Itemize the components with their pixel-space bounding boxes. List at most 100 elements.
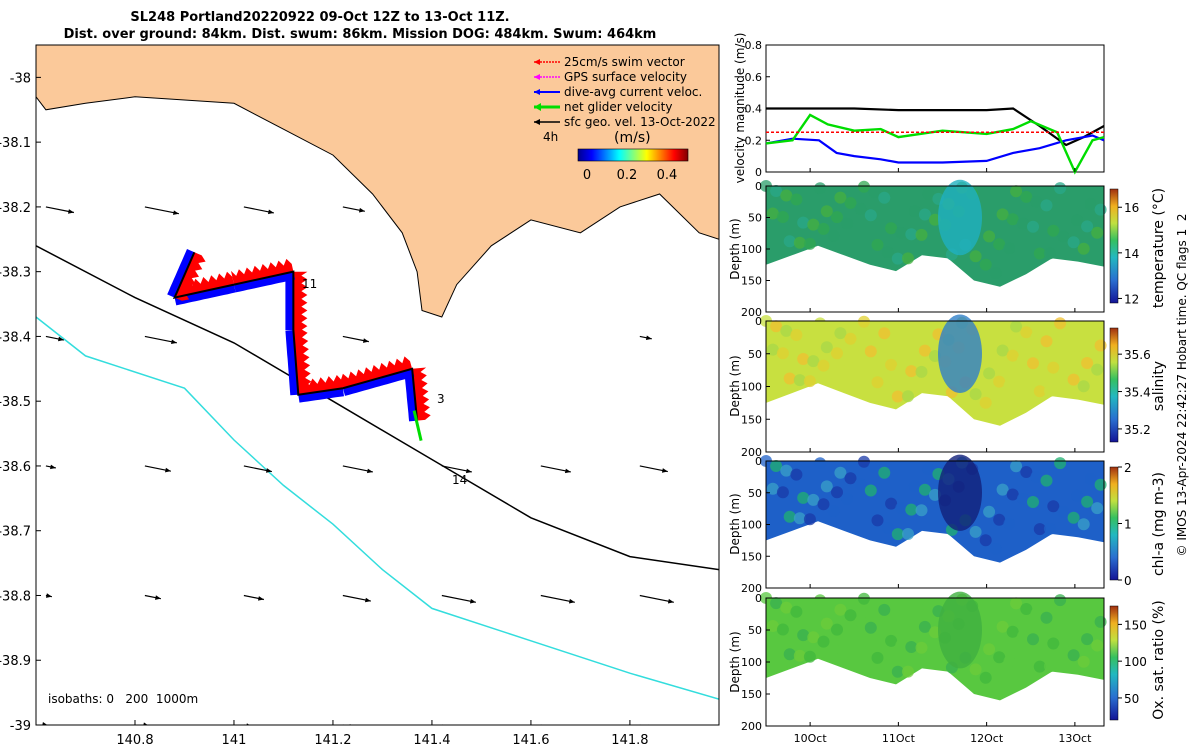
- section-dot: [817, 222, 830, 235]
- section-ytick-label: 100: [741, 656, 762, 669]
- section-dot: [1077, 380, 1090, 393]
- swim-vector-ribbon: [174, 252, 206, 301]
- section-dot: [1094, 615, 1107, 628]
- geo-arrow-head: [364, 597, 371, 603]
- current-ribbon: [404, 368, 418, 422]
- section-dot: [905, 365, 918, 378]
- temperature-colorbar: [1109, 188, 1119, 304]
- section-dot: [969, 250, 982, 263]
- section-feature: [938, 454, 982, 531]
- section-dot: [844, 609, 857, 622]
- section-dot: [1071, 214, 1083, 227]
- section-dot: [895, 502, 908, 515]
- oxygen-colorbar-label: Ox. sat. ratio (%): [1151, 600, 1167, 719]
- section-dot: [820, 341, 833, 354]
- section-dot: [891, 252, 904, 265]
- section-dot: [881, 246, 894, 259]
- chla-axes: 0 50 100 150 200: [741, 455, 1076, 595]
- section-dot: [817, 359, 830, 372]
- map-xtick-label: 141.6: [512, 733, 549, 748]
- section-dot: [918, 620, 931, 633]
- colorbar-tick-label: 0: [1124, 574, 1132, 588]
- geo-arrow: [540, 594, 575, 603]
- section-dot: [922, 600, 935, 613]
- section-dot: [1094, 478, 1107, 491]
- section-ytick-label: 200: [741, 446, 762, 459]
- section-dot: [841, 354, 854, 366]
- section-dot: [854, 338, 867, 351]
- section-dot: [831, 623, 843, 636]
- legend-label-net-velocity: net glider velocity: [564, 100, 672, 114]
- section-dot: [770, 320, 783, 333]
- section-dot: [1016, 354, 1029, 366]
- section-dot: [1054, 182, 1067, 195]
- section-dot: [854, 478, 867, 491]
- section-dot: [1020, 603, 1033, 615]
- legend-item-swim-vector: 25cm/s swim vector: [534, 55, 685, 69]
- section-dot: [766, 482, 779, 495]
- section-dot: [1071, 627, 1083, 639]
- section-dot: [807, 631, 820, 644]
- chla-dots: [760, 454, 1107, 555]
- section-dot: [858, 592, 870, 605]
- colorbar-tick-label: 14: [1124, 247, 1139, 261]
- section-dot: [881, 659, 894, 672]
- section-dot: [1033, 247, 1046, 260]
- section-dot: [868, 598, 881, 611]
- section-dot: [871, 376, 884, 389]
- legend-label-current-velocity: dive-avg current veloc.: [564, 85, 702, 99]
- section-dot: [922, 463, 935, 475]
- section-dot: [1020, 326, 1033, 339]
- section-dot: [858, 180, 870, 193]
- chla-colorbar-label: chl-a (mg m-3): [1151, 472, 1167, 576]
- section-dot: [983, 367, 996, 380]
- map-ytick-label: -38.3: [0, 266, 31, 281]
- section-dot: [1040, 611, 1053, 624]
- geo-arrow-head: [165, 467, 171, 473]
- temperature-section: [766, 186, 1104, 287]
- section-dot: [766, 343, 779, 356]
- colorbar-tick-label: 2: [1124, 461, 1132, 475]
- map-legend: 25cm/s swim vector GPS surface velocity …: [534, 55, 716, 183]
- section-dot: [1003, 379, 1016, 392]
- section-dot: [1040, 335, 1053, 348]
- velocity-series-line: [766, 107, 1105, 147]
- current-ribbon: [167, 249, 195, 298]
- section-dot: [891, 390, 904, 403]
- geo-arrow-head: [366, 468, 373, 474]
- geo-arrow-head: [362, 338, 369, 343]
- section-dot: [1077, 518, 1090, 531]
- section-dot: [1010, 320, 1023, 333]
- section-dot: [841, 630, 854, 643]
- section-dot: [817, 498, 830, 511]
- section-dot: [844, 197, 857, 209]
- geo-arrow-head: [257, 596, 264, 601]
- section-xtick-label: 13Oct: [1058, 732, 1092, 745]
- map-ytick-label: -38: [10, 71, 31, 86]
- isobaths-label: isobaths: 0 200 1000m: [48, 692, 198, 706]
- section-dot: [854, 615, 867, 628]
- section-dot: [1047, 637, 1060, 650]
- velocity-ytick-label: 0: [755, 166, 762, 179]
- section-dot: [929, 626, 941, 639]
- temperature-colorbar-label: temperature (°C): [1151, 188, 1167, 308]
- geo-arrow-head: [42, 722, 48, 725]
- section-dot: [905, 641, 918, 653]
- swim-vector-ribbon: [231, 258, 294, 285]
- section-dot: [996, 208, 1009, 221]
- section-dot: [864, 209, 877, 222]
- oxygen-panel: 0 50 100 150 200 10Oct 11Oct 12Oct 13Oct Depth (…: [728, 591, 1167, 745]
- section-xtick-label: 11Oct: [882, 732, 916, 745]
- legend-item-current-velocity: dive-avg current veloc.: [534, 85, 702, 99]
- section-dot: [780, 189, 793, 202]
- section-dot: [1077, 655, 1090, 668]
- section-dot: [996, 344, 1009, 357]
- section-dot: [820, 205, 833, 218]
- chla-panel: 0 50 100 150 200 Depth (m) 0 1 2 chl-a (mg m-3…: [728, 454, 1167, 595]
- geo-arrow-head: [458, 726, 464, 731]
- section-dot: [885, 634, 898, 647]
- section-dot: [908, 205, 921, 218]
- section-dot: [1067, 373, 1080, 386]
- section-dot: [1047, 224, 1060, 237]
